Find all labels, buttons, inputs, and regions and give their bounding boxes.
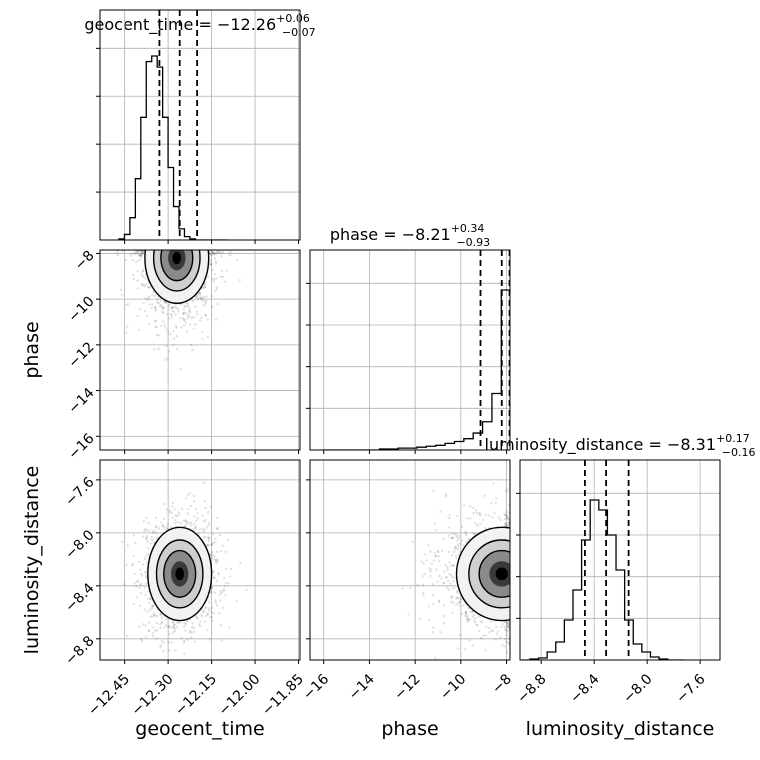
title-phase: phase = −8.21+0.34 −0.93 bbox=[330, 222, 490, 249]
histogram-phase bbox=[323, 289, 510, 450]
ytick-label: −14 bbox=[65, 385, 97, 417]
ylabel-phase: phase bbox=[21, 321, 43, 378]
panel-frame bbox=[99, 459, 301, 661]
xtick-label: −12.15 bbox=[172, 671, 220, 719]
xlabel-geocent-time: geocent_time bbox=[135, 718, 264, 740]
xlabel-luminosity-distance: luminosity_distance bbox=[526, 718, 715, 740]
contour-level-4 bbox=[172, 251, 182, 265]
xtick-label: −14 bbox=[346, 671, 378, 703]
ytick-label: −7.6 bbox=[62, 474, 97, 509]
xtick-label: −8.0 bbox=[620, 671, 655, 706]
panel-phase-vs-geocent_time: −16 −14 −12 −10 −8 bbox=[65, 248, 301, 463]
title-luminosity-distance-median: −8.31 bbox=[667, 435, 716, 454]
panel-luminosity_distance-vs-geocent_time: −12.45−12.30−12.15−12.00−11.85 −8.8 −8.4 −8… bbox=[62, 459, 307, 719]
title-luminosity-distance-plus: +0.17 bbox=[716, 432, 750, 445]
xtick-label: −11.85 bbox=[259, 671, 307, 719]
panel-luminosity_distance-vs-luminosity_distance: −8.8 −8.4 −8.0 −7.6 bbox=[514, 459, 721, 707]
title-phase-minus: −0.93 bbox=[456, 236, 490, 249]
xtick-label: −10 bbox=[437, 671, 469, 703]
xtick-label: −8.4 bbox=[567, 671, 602, 706]
title-geocent-time-plus: +0.06 bbox=[276, 12, 310, 25]
xtick-label: −12.45 bbox=[85, 671, 133, 719]
title-geocent-time-median: −12.26 bbox=[217, 15, 276, 34]
title-geocent-time-main: geocent_time bbox=[84, 15, 193, 35]
title-luminosity-distance-minus: −0.16 bbox=[722, 446, 756, 459]
histogram-luminosity_distance bbox=[521, 499, 685, 660]
contour-level-4 bbox=[495, 567, 508, 581]
histogram-geocent_time bbox=[118, 55, 229, 240]
contour-level-4 bbox=[175, 567, 185, 581]
xtick-label: −8 bbox=[489, 671, 515, 697]
title-geocent-time: geocent_time = −12.26+0.06 −0.07 bbox=[84, 12, 315, 39]
title-luminosity-distance-main: luminosity_distance bbox=[485, 435, 644, 455]
xtick-label: −12.30 bbox=[129, 671, 177, 719]
ytick-label: −8.8 bbox=[62, 633, 97, 668]
panel-frame bbox=[99, 9, 301, 241]
panel-frame bbox=[309, 459, 511, 661]
ylabel-luminosity-distance: luminosity_distance bbox=[21, 466, 43, 655]
title-phase-main: phase bbox=[330, 225, 378, 244]
ytick-label: −16 bbox=[65, 431, 97, 463]
panel-frame bbox=[519, 459, 721, 661]
panel-frame bbox=[309, 249, 511, 451]
xtick-label: −16 bbox=[300, 671, 332, 703]
panel-frame bbox=[99, 249, 301, 451]
title-luminosity-distance: luminosity_distance = −8.31+0.17 −0.16 bbox=[485, 432, 756, 459]
ytick-label: −8.0 bbox=[62, 527, 97, 562]
xtick-label: −12 bbox=[391, 671, 423, 703]
ytick-label: −12 bbox=[65, 339, 97, 371]
panel-phase-vs-phase bbox=[306, 249, 511, 454]
panel-luminosity_distance-vs-phase: −16 −14 −12 −10 −8 bbox=[300, 459, 515, 703]
xlabel-phase: phase bbox=[381, 718, 438, 740]
title-phase-plus: +0.34 bbox=[451, 222, 485, 235]
ytick-label: −8.4 bbox=[62, 580, 97, 615]
xtick-label: −12.00 bbox=[216, 671, 264, 719]
ytick-label: −10 bbox=[65, 293, 97, 325]
xtick-label: −8.8 bbox=[514, 671, 549, 706]
panel-geocent_time-vs-geocent_time bbox=[96, 9, 301, 244]
xtick-label: −7.6 bbox=[673, 671, 708, 706]
title-phase-median: −8.21 bbox=[402, 225, 451, 244]
ytick-label: −8 bbox=[72, 248, 98, 274]
